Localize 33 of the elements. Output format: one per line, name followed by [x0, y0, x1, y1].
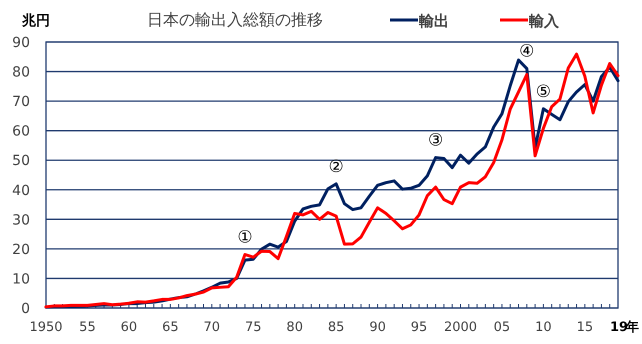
annotation: ② [328, 156, 344, 177]
legend-label: 輸入 [528, 12, 560, 30]
y-tick-label: 40 [12, 182, 30, 199]
y-tick-label: 70 [12, 94, 30, 110]
y-tick-label: 50 [12, 153, 30, 170]
x-tick-label: 55 [79, 320, 96, 335]
x-tick-label: 15 [576, 320, 594, 335]
x-tick-label: 90 [369, 320, 386, 335]
annotation: ① [237, 228, 253, 248]
x-tick-label: 95 [410, 320, 428, 335]
annotation: ④ [519, 42, 534, 62]
x-tick-label: 70 [204, 320, 220, 335]
chart-title: 日本の輸出入総額の推移 [147, 10, 323, 29]
x-tick-label: 80 [286, 320, 303, 335]
x-tick-label: 85 [328, 320, 344, 335]
x-tick-label: 1950 [29, 320, 63, 335]
annotation: ⑤ [536, 82, 552, 102]
y-axis-title: 兆円 [21, 13, 50, 29]
x-tick-label: 65 [162, 320, 179, 335]
x-tick-label: 10 [535, 320, 552, 335]
y-tick-label: 0 [21, 301, 30, 317]
y-tick-label: 60 [12, 124, 30, 140]
y-tick-label: 90 [12, 35, 30, 51]
x-tick-label: 60 [120, 320, 138, 335]
x-tick-label: 05 [494, 320, 510, 335]
y-tick-label: 20 [12, 242, 30, 258]
y-tick-label: 10 [12, 271, 30, 288]
y-tick-label: 30 [12, 212, 30, 228]
x-tick-label: 75 [244, 320, 262, 335]
x-tick-label: 2000 [444, 320, 478, 335]
y-tick-label: 80 [12, 64, 30, 81]
legend-label: 輸出 [418, 12, 449, 30]
annotation: ③ [428, 130, 444, 151]
